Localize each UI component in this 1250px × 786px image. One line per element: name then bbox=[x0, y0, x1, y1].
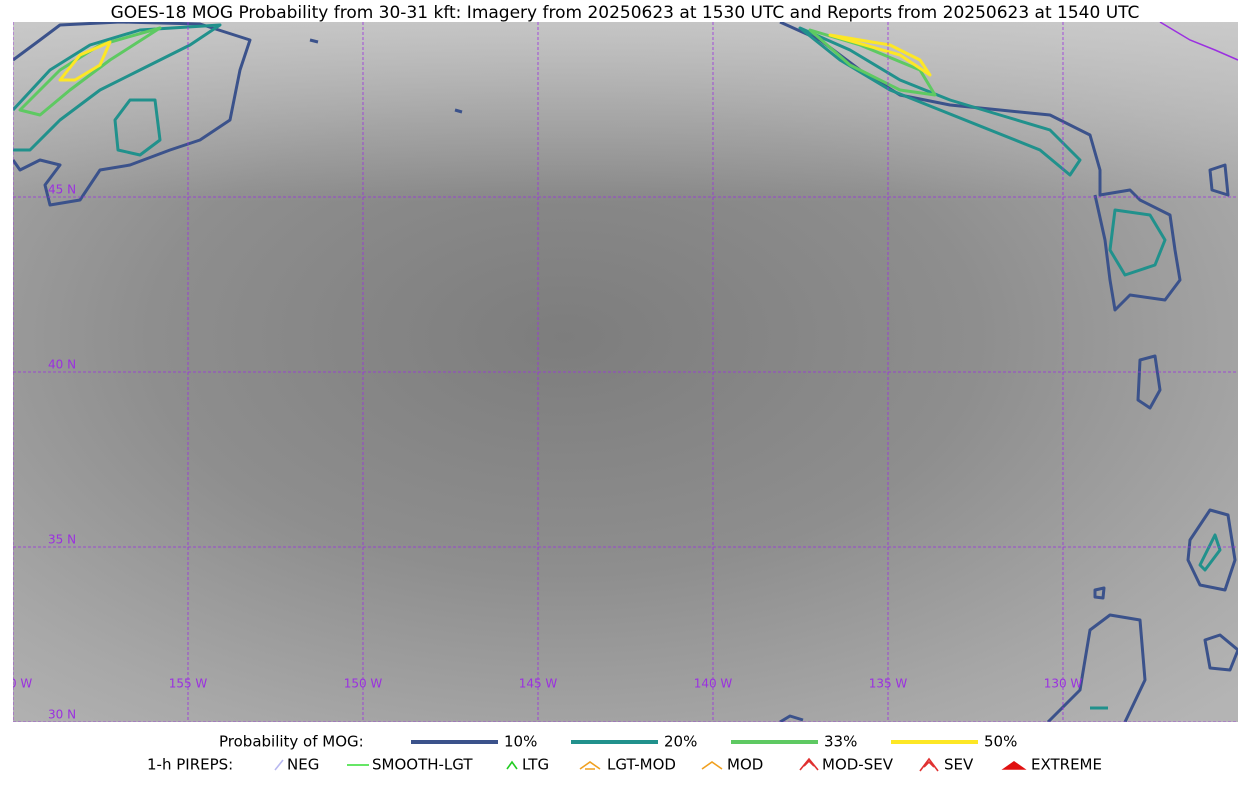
legend-label: LTG bbox=[522, 756, 549, 774]
legend-label: NEG bbox=[287, 756, 319, 774]
legend-label: 20% bbox=[664, 733, 697, 751]
cloud-band bbox=[13, 22, 1238, 202]
pirep-icon bbox=[799, 757, 819, 771]
legend-label: 33% bbox=[824, 733, 857, 751]
lat-label: 45 N bbox=[48, 183, 76, 197]
legend: Probability of MOG: 10% 20% 33% 50% 1-h PIREP… bbox=[147, 733, 1102, 774]
lon-label: 150 W bbox=[344, 677, 383, 691]
pirep-icon bbox=[506, 760, 518, 770]
lat-label: 40 N bbox=[48, 358, 76, 372]
pirep-icon bbox=[919, 757, 939, 772]
legend-label: MOD bbox=[727, 756, 763, 774]
legend-title: 1-h PIREPS: bbox=[147, 756, 233, 774]
title: GOES-18 MOG Probability from 30-31 kft: … bbox=[111, 3, 1140, 23]
lon-label: 145 W bbox=[519, 677, 558, 691]
lon-label: 140 W bbox=[694, 677, 733, 691]
lat-label: 30 N bbox=[48, 708, 76, 722]
lon-label: 155 W bbox=[169, 677, 208, 691]
lat-label: 35 N bbox=[48, 533, 76, 547]
pirep-icon bbox=[579, 761, 601, 770]
lon-label: 135 W bbox=[869, 677, 908, 691]
lon-label: 130 W bbox=[1044, 677, 1083, 691]
pirep-icon bbox=[701, 761, 723, 770]
legend-label: 10% bbox=[504, 733, 537, 751]
map: 45 N 40 N 35 N 30 N 160 W 155 W 150 W 145 W 140 … bbox=[0, 22, 1238, 722]
pirep-icon bbox=[274, 759, 284, 771]
legend-label: SMOOTH-LGT bbox=[372, 756, 473, 774]
legend-label: SEV bbox=[944, 756, 974, 774]
contours bbox=[13, 22, 1238, 722]
legend-label: 50% bbox=[984, 733, 1017, 751]
legend-label: LGT-MOD bbox=[607, 756, 676, 774]
lon-label: 160 W bbox=[0, 677, 32, 691]
graticule: 45 N 40 N 35 N 30 N 160 W 155 W 150 W 145 W 140 … bbox=[0, 22, 1238, 722]
legend-label: EXTREME bbox=[1031, 756, 1102, 774]
pirep-icon bbox=[1001, 761, 1027, 770]
legend-label: MOD-SEV bbox=[822, 756, 894, 774]
legend-title: Probability of MOG: bbox=[219, 733, 364, 751]
